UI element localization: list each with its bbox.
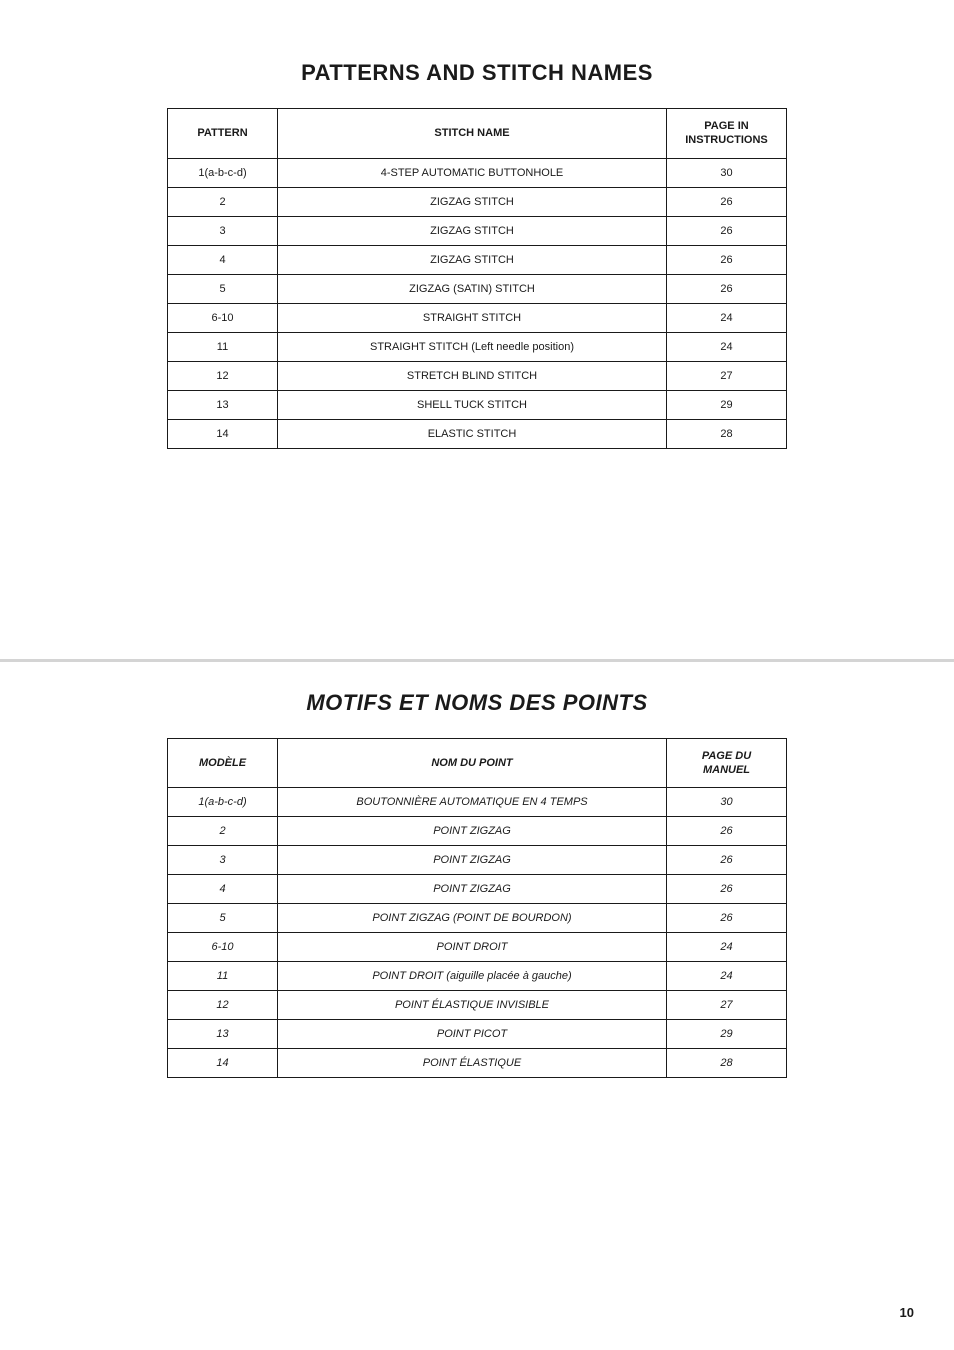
header-modele: MODÈLE (168, 738, 278, 788)
table-row: 4POINT ZIGZAG26 (168, 875, 787, 904)
table-header-row: MODÈLE NOM DU POINT PAGE DUMANUEL (168, 738, 787, 788)
cell-modele: 6-10 (168, 933, 278, 962)
cell-nom-du-point: POINT ZIGZAG (POINT DE BOURDON) (278, 904, 667, 933)
cell-nom-du-point: POINT PICOT (278, 1020, 667, 1049)
table-row: 12POINT ÉLASTIQUE INVISIBLE27 (168, 991, 787, 1020)
table-row: 2POINT ZIGZAG26 (168, 817, 787, 846)
cell-stitch-name: ZIGZAG (SATIN) STITCH (278, 274, 667, 303)
header-pattern: PATTERN (168, 109, 278, 159)
header-page-in: PAGE ININSTRUCTIONS (667, 109, 787, 159)
table-row: 1(a-b-c-d)BOUTONNIÈRE AUTOMATIQUE EN 4 T… (168, 788, 787, 817)
cell-page: 29 (667, 390, 787, 419)
french-table-wrap: MODÈLE NOM DU POINT PAGE DUMANUEL 1(a-b-… (167, 738, 787, 1079)
cell-stitch-name: ZIGZAG STITCH (278, 245, 667, 274)
section-divider (0, 659, 954, 662)
cell-stitch-name: SHELL TUCK STITCH (278, 390, 667, 419)
cell-nom-du-point: POINT DROIT (aiguille placée à gauche) (278, 962, 667, 991)
cell-pattern: 14 (168, 419, 278, 448)
table-row: 2ZIGZAG STITCH26 (168, 187, 787, 216)
cell-page: 26 (667, 274, 787, 303)
table-row: 5POINT ZIGZAG (POINT DE BOURDON)26 (168, 904, 787, 933)
cell-modele: 3 (168, 846, 278, 875)
cell-pattern: 1(a-b-c-d) (168, 158, 278, 187)
table-row: 3ZIGZAG STITCH26 (168, 216, 787, 245)
document-page: PATTERNS AND STITCH NAMES PATTERN STITCH… (0, 0, 954, 1350)
cell-page: 24 (667, 933, 787, 962)
cell-nom-du-point: POINT ZIGZAG (278, 875, 667, 904)
cell-page: 26 (667, 187, 787, 216)
cell-page: 24 (667, 332, 787, 361)
cell-nom-du-point: POINT ZIGZAG (278, 817, 667, 846)
cell-pattern: 2 (168, 187, 278, 216)
cell-page: 26 (667, 216, 787, 245)
table-row: 5ZIGZAG (SATIN) STITCH26 (168, 274, 787, 303)
cell-modele: 4 (168, 875, 278, 904)
cell-page: 27 (667, 361, 787, 390)
cell-page: 26 (667, 245, 787, 274)
table-row: 14ELASTIC STITCH28 (168, 419, 787, 448)
header-nom-du-point: NOM DU POINT (278, 738, 667, 788)
french-section-title: MOTIFS ET NOMS DES POINTS (0, 690, 954, 716)
table-header-row: PATTERN STITCH NAME PAGE ININSTRUCTIONS (168, 109, 787, 159)
cell-modele: 14 (168, 1049, 278, 1078)
table-row: 14POINT ÉLASTIQUE28 (168, 1049, 787, 1078)
cell-nom-du-point: POINT ÉLASTIQUE (278, 1049, 667, 1078)
cell-nom-du-point: BOUTONNIÈRE AUTOMATIQUE EN 4 TEMPS (278, 788, 667, 817)
table-row: 12STRETCH BLIND STITCH27 (168, 361, 787, 390)
cell-modele: 5 (168, 904, 278, 933)
cell-nom-du-point: POINT ZIGZAG (278, 846, 667, 875)
header-stitch-name: STITCH NAME (278, 109, 667, 159)
english-stitch-table: PATTERN STITCH NAME PAGE ININSTRUCTIONS … (167, 108, 787, 449)
cell-page: 30 (667, 788, 787, 817)
cell-pattern: 11 (168, 332, 278, 361)
cell-page: 29 (667, 1020, 787, 1049)
cell-pattern: 12 (168, 361, 278, 390)
cell-modele: 12 (168, 991, 278, 1020)
cell-page: 24 (667, 962, 787, 991)
cell-page: 24 (667, 303, 787, 332)
cell-page: 26 (667, 846, 787, 875)
table-row: 13SHELL TUCK STITCH29 (168, 390, 787, 419)
cell-stitch-name: STRAIGHT STITCH (278, 303, 667, 332)
header-page-du: PAGE DUMANUEL (667, 738, 787, 788)
cell-stitch-name: STRAIGHT STITCH (Left needle position) (278, 332, 667, 361)
table-row: 11STRAIGHT STITCH (Left needle position)… (168, 332, 787, 361)
cell-page: 26 (667, 875, 787, 904)
cell-page: 26 (667, 904, 787, 933)
cell-page: 28 (667, 419, 787, 448)
cell-pattern: 6-10 (168, 303, 278, 332)
cell-pattern: 5 (168, 274, 278, 303)
english-section-title: PATTERNS AND STITCH NAMES (0, 60, 954, 86)
table-row: 6-10STRAIGHT STITCH24 (168, 303, 787, 332)
cell-modele: 11 (168, 962, 278, 991)
cell-modele: 13 (168, 1020, 278, 1049)
cell-stitch-name: 4-STEP AUTOMATIC BUTTONHOLE (278, 158, 667, 187)
cell-stitch-name: STRETCH BLIND STITCH (278, 361, 667, 390)
english-table-wrap: PATTERN STITCH NAME PAGE ININSTRUCTIONS … (167, 108, 787, 449)
cell-stitch-name: ELASTIC STITCH (278, 419, 667, 448)
page-number: 10 (900, 1305, 914, 1320)
table-row: 4ZIGZAG STITCH26 (168, 245, 787, 274)
cell-pattern: 13 (168, 390, 278, 419)
table-row: 13POINT PICOT29 (168, 1020, 787, 1049)
table-row: 11POINT DROIT (aiguille placée à gauche)… (168, 962, 787, 991)
cell-nom-du-point: POINT ÉLASTIQUE INVISIBLE (278, 991, 667, 1020)
cell-pattern: 4 (168, 245, 278, 274)
cell-page: 28 (667, 1049, 787, 1078)
french-stitch-table: MODÈLE NOM DU POINT PAGE DUMANUEL 1(a-b-… (167, 738, 787, 1079)
table-row: 3POINT ZIGZAG26 (168, 846, 787, 875)
cell-stitch-name: ZIGZAG STITCH (278, 187, 667, 216)
cell-pattern: 3 (168, 216, 278, 245)
cell-page: 27 (667, 991, 787, 1020)
cell-modele: 2 (168, 817, 278, 846)
cell-modele: 1(a-b-c-d) (168, 788, 278, 817)
cell-page: 30 (667, 158, 787, 187)
cell-page: 26 (667, 817, 787, 846)
cell-stitch-name: ZIGZAG STITCH (278, 216, 667, 245)
cell-nom-du-point: POINT DROIT (278, 933, 667, 962)
table-row: 6-10POINT DROIT24 (168, 933, 787, 962)
table-row: 1(a-b-c-d)4-STEP AUTOMATIC BUTTONHOLE30 (168, 158, 787, 187)
